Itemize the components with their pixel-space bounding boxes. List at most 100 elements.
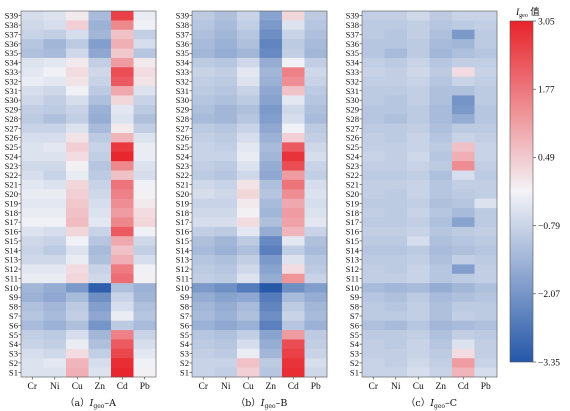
heatmap-cell — [66, 189, 89, 200]
heatmap-cell — [474, 292, 498, 303]
y-tick-label: S1 — [9, 367, 18, 377]
heatmap-cell — [304, 86, 328, 96]
heatmap-cell — [21, 104, 44, 115]
heatmap-cell — [259, 292, 283, 303]
heatmap-cell — [66, 48, 89, 59]
heatmap-cell — [133, 358, 157, 368]
heatmap-cell — [66, 264, 89, 275]
colorbar-tick-label: 1.77 — [538, 86, 555, 96]
heatmap-cell — [192, 189, 215, 200]
heatmap-cell — [237, 76, 260, 87]
heatmap-cell — [474, 48, 498, 59]
heatmap-cell — [429, 348, 453, 359]
heatmap-cell — [214, 104, 238, 115]
heatmap-cell — [362, 255, 385, 265]
heatmap-cell — [452, 236, 475, 246]
heatmap-cell — [111, 179, 134, 190]
heatmap-cell — [21, 358, 44, 368]
heatmap-cell — [43, 123, 67, 134]
heatmap-cell — [429, 76, 453, 87]
heatmap-cell — [452, 48, 475, 59]
heatmap-cell — [304, 179, 328, 190]
heatmap-cell — [133, 151, 157, 162]
heatmap-cell — [88, 151, 112, 162]
y-tick-label: S20 — [346, 189, 359, 199]
heatmap-cell — [259, 20, 283, 31]
heatmap-cell — [43, 57, 67, 68]
heatmap-cell — [111, 198, 134, 209]
heatmap-cell — [88, 226, 112, 237]
heatmap-cell — [21, 198, 44, 209]
heatmap-cell — [474, 264, 498, 275]
heatmap-cell — [214, 86, 238, 96]
heatmap-cell — [66, 217, 89, 228]
heatmap-cell — [66, 104, 89, 115]
heatmap-cell — [429, 283, 453, 293]
heatmap-cell — [237, 311, 260, 322]
heatmap-cell — [21, 226, 44, 237]
heatmap-cell — [429, 217, 453, 228]
heatmap-cell — [362, 198, 385, 209]
heatmap-cell — [21, 320, 44, 331]
heatmap-cell — [452, 20, 475, 31]
heatmap-cell — [66, 348, 89, 359]
y-tick-label: S23 — [5, 161, 18, 171]
heatmap-cell — [429, 339, 453, 350]
heatmap-cell — [43, 95, 67, 106]
y-tick-label: S24 — [5, 151, 19, 161]
y-tick-label: S32 — [5, 76, 18, 86]
heatmap-cell — [111, 76, 134, 87]
heatmap-cell — [304, 236, 328, 246]
y-tick-label: S28 — [346, 114, 359, 124]
heatmap-cell — [21, 57, 44, 68]
heatmap-cell — [237, 245, 260, 256]
y-tick-label: S24 — [346, 151, 360, 161]
heatmap-cell — [452, 11, 475, 21]
heatmap-cell — [259, 142, 283, 153]
heatmap-cell — [133, 339, 157, 350]
heatmap-cell — [192, 255, 215, 265]
heatmap-cell — [304, 48, 328, 59]
heatmap-cell — [43, 292, 67, 303]
heatmap-cell — [362, 161, 385, 171]
heatmap-cell — [21, 255, 44, 265]
heatmap-cell — [133, 330, 157, 340]
heatmap-cell — [474, 339, 498, 350]
heatmap-cell — [133, 236, 157, 246]
x-tick-label: Ni — [50, 382, 60, 392]
heatmap-cell — [407, 39, 430, 49]
heatmap-cell — [133, 189, 157, 200]
heatmap-cell — [88, 170, 112, 181]
heatmap-cell — [133, 123, 157, 134]
heatmap-cell — [88, 320, 112, 331]
heatmap-cell — [474, 320, 498, 331]
heatmap-cell — [452, 67, 475, 78]
y-tick-label: S30 — [176, 95, 189, 105]
heatmap-cell — [384, 301, 408, 312]
y-tick-label: S16 — [346, 227, 360, 237]
heatmap-cell — [237, 29, 260, 40]
heatmap-cell — [452, 339, 475, 350]
y-tick-label: S7 — [350, 311, 360, 321]
heatmap-cell — [192, 217, 215, 228]
heatmap-cell — [259, 320, 283, 331]
heatmap-cell — [21, 170, 44, 181]
heatmap-cell — [474, 142, 498, 153]
heatmap-cell — [133, 255, 157, 265]
heatmap-cell — [259, 367, 283, 378]
heatmap-cell — [88, 208, 112, 218]
heatmap-cell — [282, 245, 305, 256]
heatmap-cell — [407, 226, 430, 237]
y-tick-label: S9 — [9, 292, 18, 302]
heatmap-cell — [66, 339, 89, 350]
heatmap-cell — [304, 95, 328, 106]
heatmap-cell — [474, 11, 498, 21]
heatmap-cell — [362, 151, 385, 162]
y-tick-label: S31 — [5, 86, 18, 96]
heatmap-cell — [407, 76, 430, 87]
y-tick-label: S13 — [346, 255, 359, 265]
heatmap-cell — [133, 301, 157, 312]
heatmap-cell — [21, 189, 44, 200]
heatmap-cell — [237, 39, 260, 49]
heatmap-cell — [214, 320, 238, 331]
